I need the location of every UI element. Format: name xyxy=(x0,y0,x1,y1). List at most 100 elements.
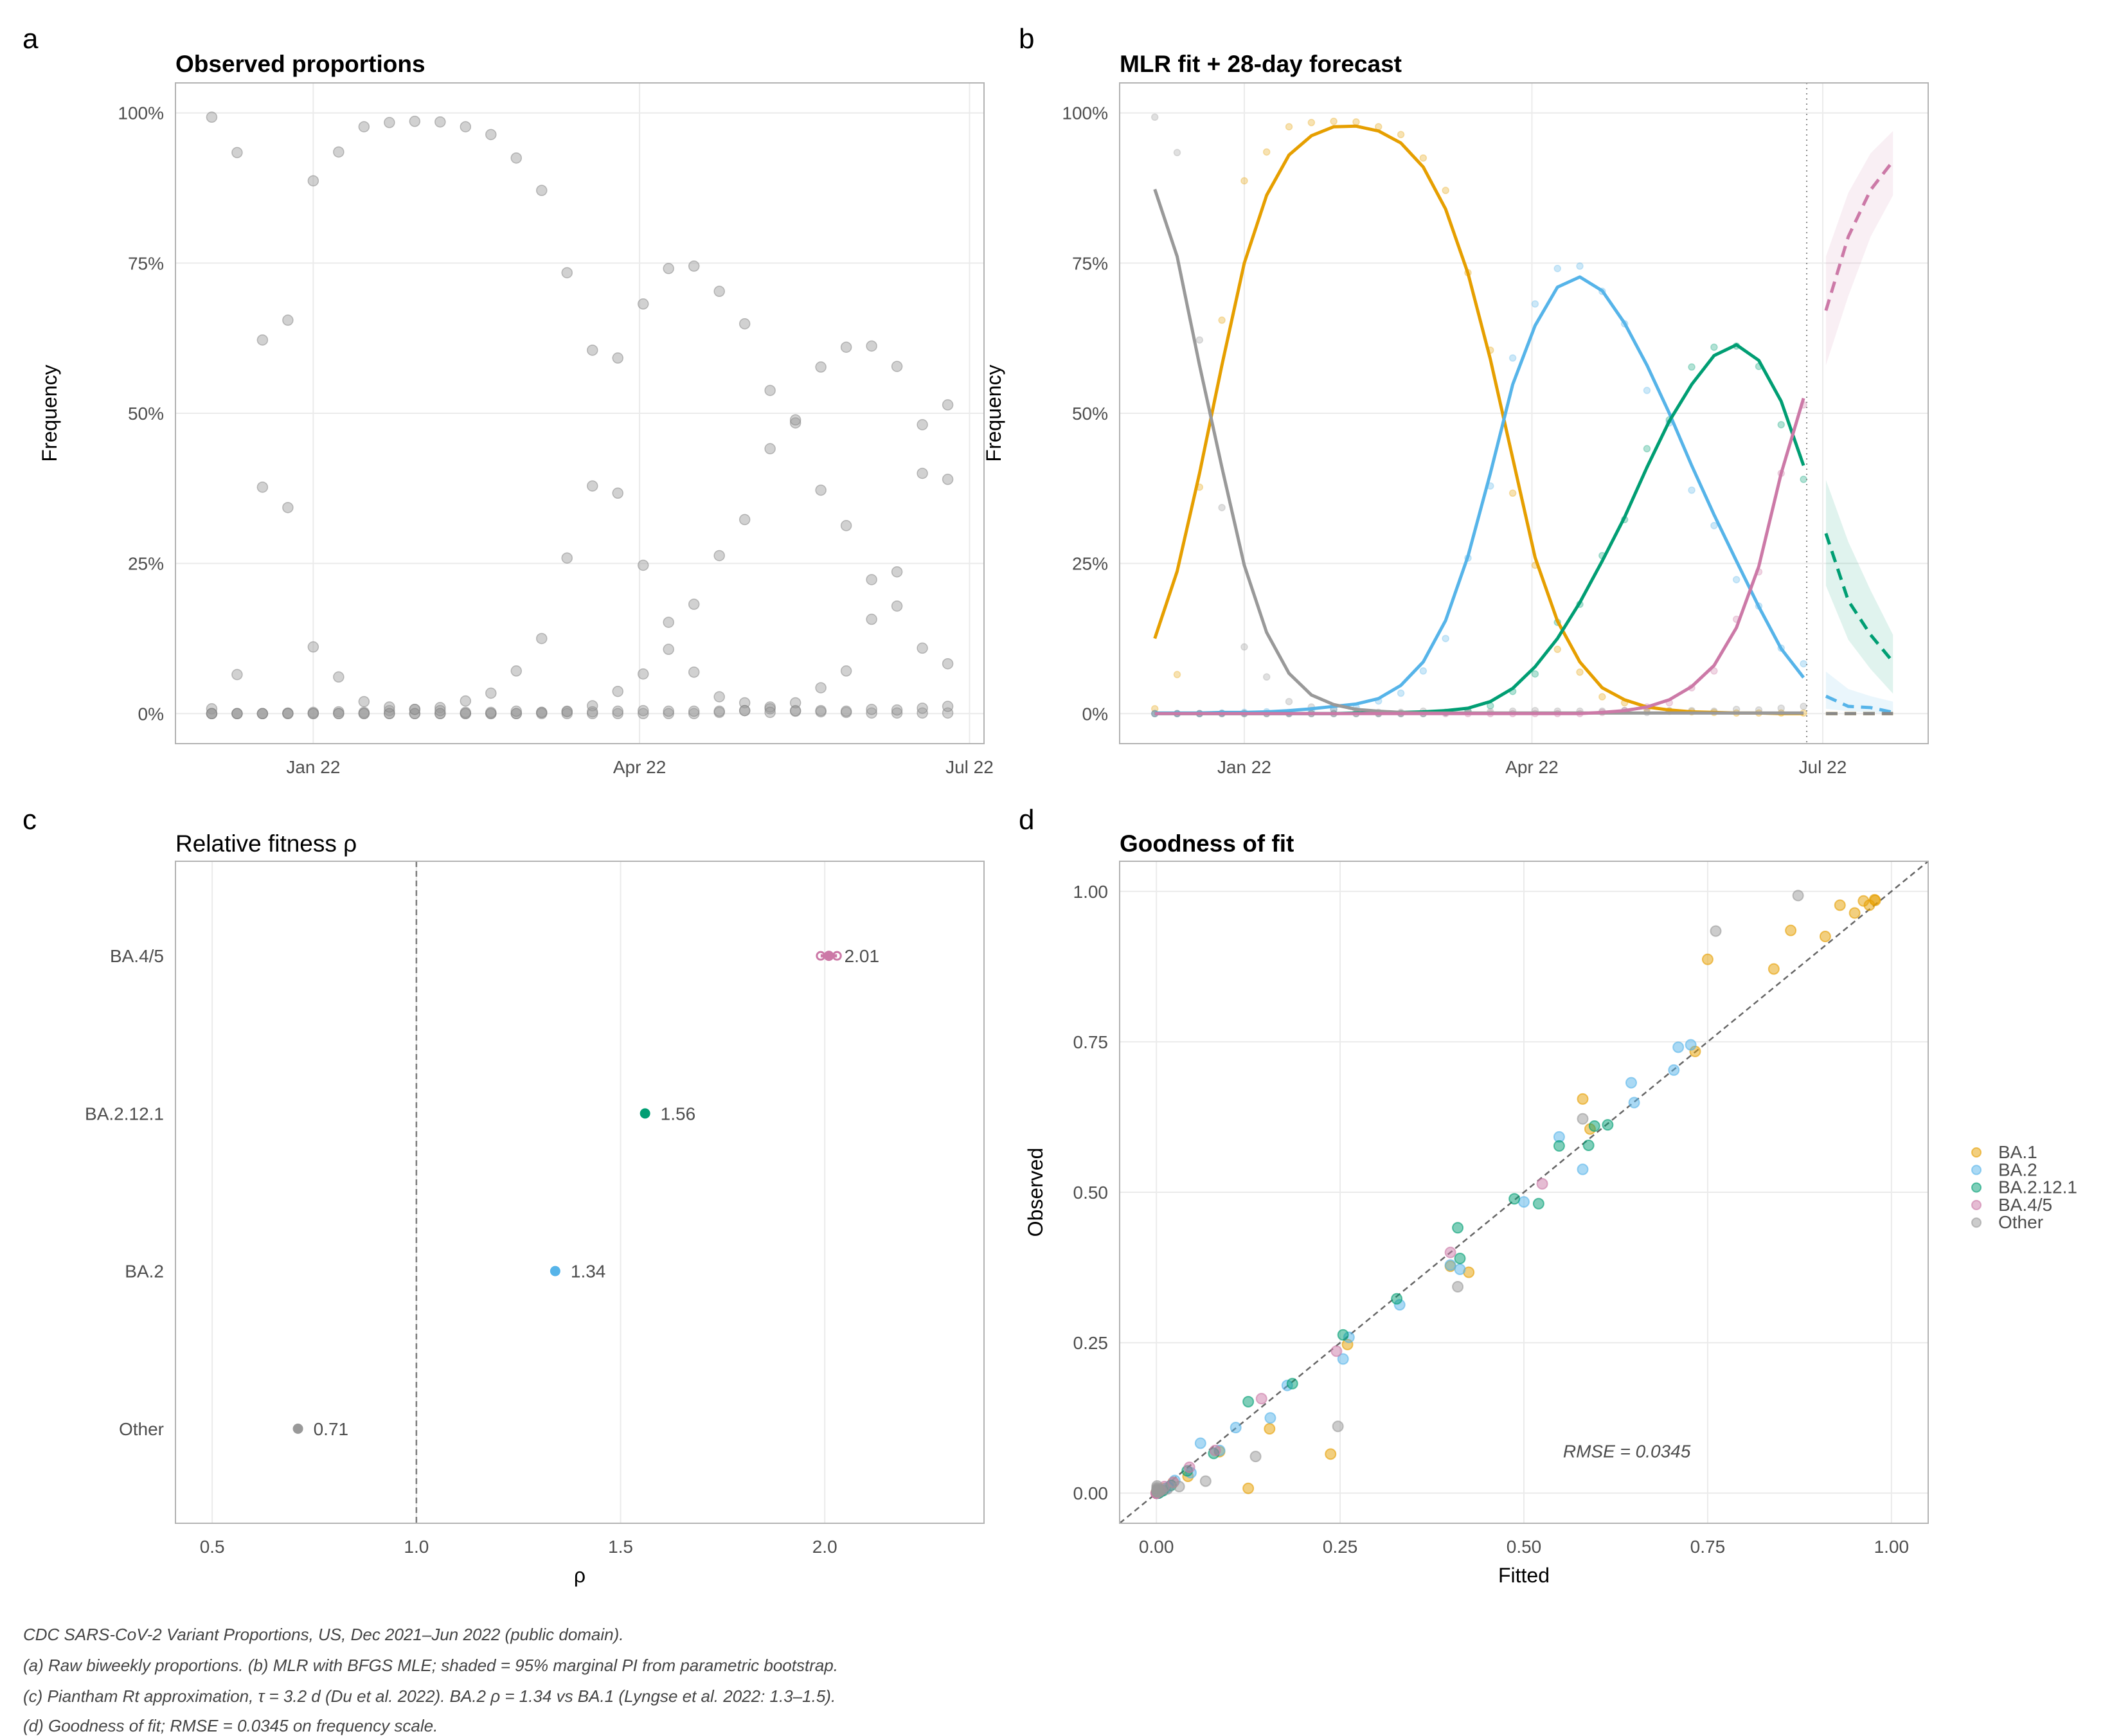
observed-point xyxy=(1710,522,1718,530)
observed-point xyxy=(637,559,649,571)
fit-point xyxy=(1577,1163,1589,1176)
observed-point xyxy=(663,643,674,656)
observed-point xyxy=(688,667,700,678)
observed-point xyxy=(789,697,801,709)
observed-point xyxy=(1777,421,1785,429)
observed-point xyxy=(561,706,573,718)
observed-point xyxy=(815,484,827,496)
a-y-axis-label: Frequency xyxy=(38,364,61,461)
fitness-point xyxy=(823,951,834,962)
observed-point xyxy=(282,501,294,514)
fit-point xyxy=(1834,899,1846,911)
fit-point xyxy=(1532,1197,1544,1210)
observed-point xyxy=(688,260,700,272)
observed-point xyxy=(1553,265,1561,273)
observed-point xyxy=(1419,667,1427,675)
x-tick-label: 1.0 xyxy=(404,1537,429,1557)
observed-point xyxy=(1240,643,1248,651)
observed-point xyxy=(738,318,751,330)
observed-point xyxy=(561,552,573,564)
observed-point xyxy=(1688,363,1696,371)
observed-point xyxy=(1285,697,1293,706)
observed-point xyxy=(840,665,852,677)
y-tick-label: 0.25 xyxy=(1073,1333,1109,1353)
observed-point xyxy=(1218,503,1226,512)
observed-point xyxy=(358,121,370,132)
identity-line xyxy=(1120,861,1928,1523)
caption-line-3: (c) Piantham Rt approximation, τ = 3.2 d… xyxy=(23,1687,836,1706)
fit-point xyxy=(1819,931,1831,943)
observed-point xyxy=(1352,118,1360,126)
b-title: MLR fit + 28-day forecast xyxy=(1120,51,1402,77)
fit-point xyxy=(1454,1253,1466,1264)
fitness-value-label: 1.56 xyxy=(661,1104,696,1123)
fit-point xyxy=(1209,1444,1221,1456)
fitness-value-label: 0.71 xyxy=(314,1419,349,1439)
observed-point xyxy=(917,419,928,431)
y-tick-label: 0.50 xyxy=(1073,1183,1109,1203)
observed-point xyxy=(663,263,674,274)
legend-key xyxy=(1971,1147,1982,1158)
observed-point xyxy=(1150,113,1159,121)
fitness-value-label: 1.34 xyxy=(571,1262,606,1282)
observed-point xyxy=(866,574,877,586)
caption-line-2: (a) Raw biweekly proportions. (b) MLR wi… xyxy=(23,1656,838,1675)
observed-point xyxy=(815,682,827,694)
fit-point xyxy=(1264,1412,1276,1424)
fit-point xyxy=(1151,1480,1163,1492)
observed-point xyxy=(891,566,903,578)
y-tick-label: 100% xyxy=(118,103,164,123)
y-tick-label: BA.2.12.1 xyxy=(85,1104,164,1123)
observed-point xyxy=(1419,154,1427,162)
observed-point xyxy=(1643,386,1651,395)
observed-point xyxy=(1598,693,1606,701)
fit-point xyxy=(1391,1293,1403,1305)
observed-point xyxy=(1508,354,1517,362)
x-tick-label: Jan 22 xyxy=(286,757,340,777)
fit-point xyxy=(1242,1395,1255,1408)
c-panel-bg xyxy=(175,861,984,1523)
fit-point xyxy=(1194,1437,1206,1449)
y-tick-label: 0% xyxy=(1082,704,1108,724)
observed-point xyxy=(738,697,751,709)
observed-point xyxy=(942,658,954,670)
fit-point xyxy=(1286,1377,1298,1390)
observed-point xyxy=(1218,316,1226,324)
observed-point xyxy=(460,706,472,719)
x-tick-label: Jan 22 xyxy=(1217,757,1271,777)
observed-point xyxy=(1800,659,1807,668)
observed-point xyxy=(358,695,370,708)
observed-point xyxy=(612,705,623,717)
b-y-axis-label: Frequency xyxy=(982,364,1005,461)
fitted-line xyxy=(1154,275,1805,715)
caption-line-1: CDC SARS-CoV-2 Variant Proportions, US, … xyxy=(23,1625,624,1644)
fit-point xyxy=(1325,1448,1337,1460)
legend-key xyxy=(1971,1165,1982,1176)
observed-point xyxy=(1285,123,1293,130)
observed-point xyxy=(612,352,623,364)
observed-point xyxy=(256,481,269,493)
y-tick-label: 25% xyxy=(1072,554,1108,574)
fit-point xyxy=(1848,907,1861,919)
x-tick-label: 0.00 xyxy=(1139,1537,1174,1557)
fit-point xyxy=(1249,1451,1262,1463)
observed-point xyxy=(917,702,928,714)
observed-point xyxy=(942,701,954,712)
observed-point xyxy=(561,267,573,279)
observed-point xyxy=(713,705,725,717)
observed-point xyxy=(713,285,725,298)
fitness-point xyxy=(640,1108,650,1119)
observed-point xyxy=(409,703,421,715)
observed-point xyxy=(1576,668,1584,676)
fit-point xyxy=(1444,1246,1456,1258)
observed-point xyxy=(866,703,877,715)
observed-point xyxy=(206,111,218,123)
c-title: Relative fitness ρ xyxy=(175,830,357,857)
observed-point xyxy=(688,598,700,610)
fit-point xyxy=(1863,899,1875,911)
y-tick-label: 25% xyxy=(128,554,164,574)
panel-label-c: c xyxy=(22,804,37,836)
observed-point xyxy=(586,700,598,711)
y-tick-label: 0.75 xyxy=(1073,1032,1109,1052)
observed-point xyxy=(917,467,928,479)
